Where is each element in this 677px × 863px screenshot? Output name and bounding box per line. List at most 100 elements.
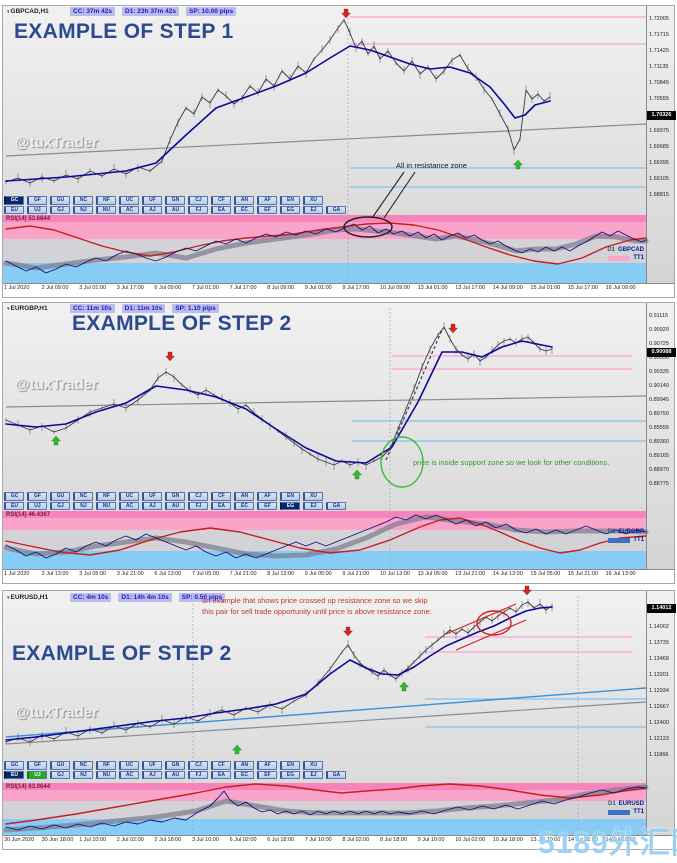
pair-button-UJ[interactable]: UJ [27,501,47,510]
pair-button-NC[interactable]: NC [73,196,93,205]
pair-button-EN[interactable]: EN [280,761,300,770]
price-chart-area[interactable] [3,303,646,569]
pair-button-EC[interactable]: EC [234,205,254,214]
price-axis-label: 1.70555 [649,96,669,102]
pair-button-EN[interactable]: EN [280,196,300,205]
pair-button-AU[interactable]: AU [165,205,185,214]
pair-button-GU[interactable]: GU [50,492,70,501]
pair-button-FJ[interactable]: FJ [188,205,208,214]
pair-button-GC[interactable]: GC [4,492,24,501]
pair-button-GF[interactable]: GF [27,761,47,770]
pair-button-AJ[interactable]: AJ [142,770,162,779]
pair-button-AJ[interactable]: AJ [142,205,162,214]
pair-button-UC[interactable]: UC [119,492,139,501]
pair-button-CJ[interactable]: CJ [188,492,208,501]
pair-button-CJ[interactable]: CJ [188,761,208,770]
pair-button-XU[interactable]: XU [303,196,323,205]
pair-button-FJ[interactable]: FJ [188,501,208,510]
pair-button-NU[interactable]: NU [96,501,116,510]
pair-button-CF[interactable]: CF [211,492,231,501]
pair-button-FJ[interactable]: FJ [188,770,208,779]
pair-button-EC[interactable]: EC [234,770,254,779]
pair-button-AC[interactable]: AC [119,770,139,779]
pair-button-NJ[interactable]: NJ [73,770,93,779]
pair-button-NF[interactable]: NF [96,492,116,501]
pair-button-NU[interactable]: NU [96,205,116,214]
pair-button-AF[interactable]: AF [257,761,277,770]
pair-button-GA[interactable]: GA [326,205,346,214]
pair-button-GJ[interactable]: GJ [50,501,70,510]
pair-button-EN[interactable]: EN [280,492,300,501]
pair-button-GA[interactable]: GA [326,770,346,779]
time-axis-label: 10 Jul 13:00 [380,571,410,577]
pair-button-AN[interactable]: AN [234,492,254,501]
pair-button-UC[interactable]: UC [119,761,139,770]
pair-button-UF[interactable]: UF [142,761,162,770]
pair-button-EG[interactable]: EG [280,205,300,214]
pair-button-EJ[interactable]: EJ [303,501,323,510]
pair-button-CF[interactable]: CF [211,196,231,205]
pair-button-AC[interactable]: AC [119,501,139,510]
pair-button-AF[interactable]: AF [257,196,277,205]
symbol-selector-eurgbp[interactable]: ▾EURGBP,H1 [7,305,48,312]
symbol-selector-eurusd[interactable]: ▾EURUSD,H1 [7,594,48,601]
pair-button-AN[interactable]: AN [234,761,254,770]
pair-button-EJ[interactable]: EJ [303,205,323,214]
pair-button-GJ[interactable]: GJ [50,770,70,779]
pair-button-AJ[interactable]: AJ [142,501,162,510]
pair-button-NC[interactable]: NC [73,761,93,770]
pair-button-EA[interactable]: EA [211,501,231,510]
price-chart-area[interactable] [3,6,646,283]
d1-countdown-chip: D1: 23h 37m 42s [122,7,179,16]
pair-button-NF[interactable]: NF [96,761,116,770]
pair-button-AN[interactable]: AN [234,196,254,205]
pair-button-EF[interactable]: EF [257,501,277,510]
pair-button-EU[interactable]: EU [4,205,24,214]
pair-button-GN[interactable]: GN [165,492,185,501]
pair-button-AU[interactable]: AU [165,770,185,779]
pair-button-NJ[interactable]: NJ [73,501,93,510]
pair-button-EU[interactable]: EU [4,501,24,510]
pair-button-GN[interactable]: GN [165,196,185,205]
pair-button-GU[interactable]: GU [50,196,70,205]
pair-button-NC[interactable]: NC [73,492,93,501]
pair-button-CJ[interactable]: CJ [188,196,208,205]
pair-button-EG[interactable]: EG [280,501,300,510]
pair-button-UC[interactable]: UC [119,196,139,205]
pair-button-EC[interactable]: EC [234,501,254,510]
pair-button-UJ[interactable]: UJ [27,205,47,214]
pair-button-AC[interactable]: AC [119,205,139,214]
legend-series: TT1 [633,537,644,543]
pair-button-UJ[interactable]: UJ [27,770,47,779]
pair-button-AU[interactable]: AU [165,501,185,510]
pair-button-GA[interactable]: GA [326,501,346,510]
pair-button-GF[interactable]: GF [27,492,47,501]
pair-button-CF[interactable]: CF [211,761,231,770]
legend-timeframe: D1 [607,529,616,535]
pair-button-EA[interactable]: EA [211,770,231,779]
pair-button-UF[interactable]: UF [142,492,162,501]
pair-button-XU[interactable]: XU [303,761,323,770]
price-chart-area[interactable] [3,591,646,835]
pair-button-XU[interactable]: XU [303,492,323,501]
pair-button-GF[interactable]: GF [27,196,47,205]
pair-button-EF[interactable]: EF [257,205,277,214]
pair-button-EG[interactable]: EG [280,770,300,779]
pair-button-GN[interactable]: GN [165,761,185,770]
pair-button-EJ[interactable]: EJ [303,770,323,779]
pair-button-GC[interactable]: GC [4,761,24,770]
pair-button-NU[interactable]: NU [96,770,116,779]
pair-button-EU[interactable]: EU [4,770,24,779]
pair-button-NF[interactable]: NF [96,196,116,205]
pair-button-UF[interactable]: UF [142,196,162,205]
pair-button-GC[interactable]: GC [4,196,24,205]
candle-countdown-chip: CC: 4m 10s [70,593,112,602]
pair-button-EA[interactable]: EA [211,205,231,214]
pair-button-GU[interactable]: GU [50,761,70,770]
pair-button-NJ[interactable]: NJ [73,205,93,214]
symbol-selector-gbpcad[interactable]: ▾GBPCAD,H1 [7,8,49,15]
pair-button-AF[interactable]: AF [257,492,277,501]
pair-button-GJ[interactable]: GJ [50,205,70,214]
info-chips: CC: 4m 10s D1: 14h 4m 10s SP: 0.50 pips [70,593,226,602]
pair-button-EF[interactable]: EF [257,770,277,779]
